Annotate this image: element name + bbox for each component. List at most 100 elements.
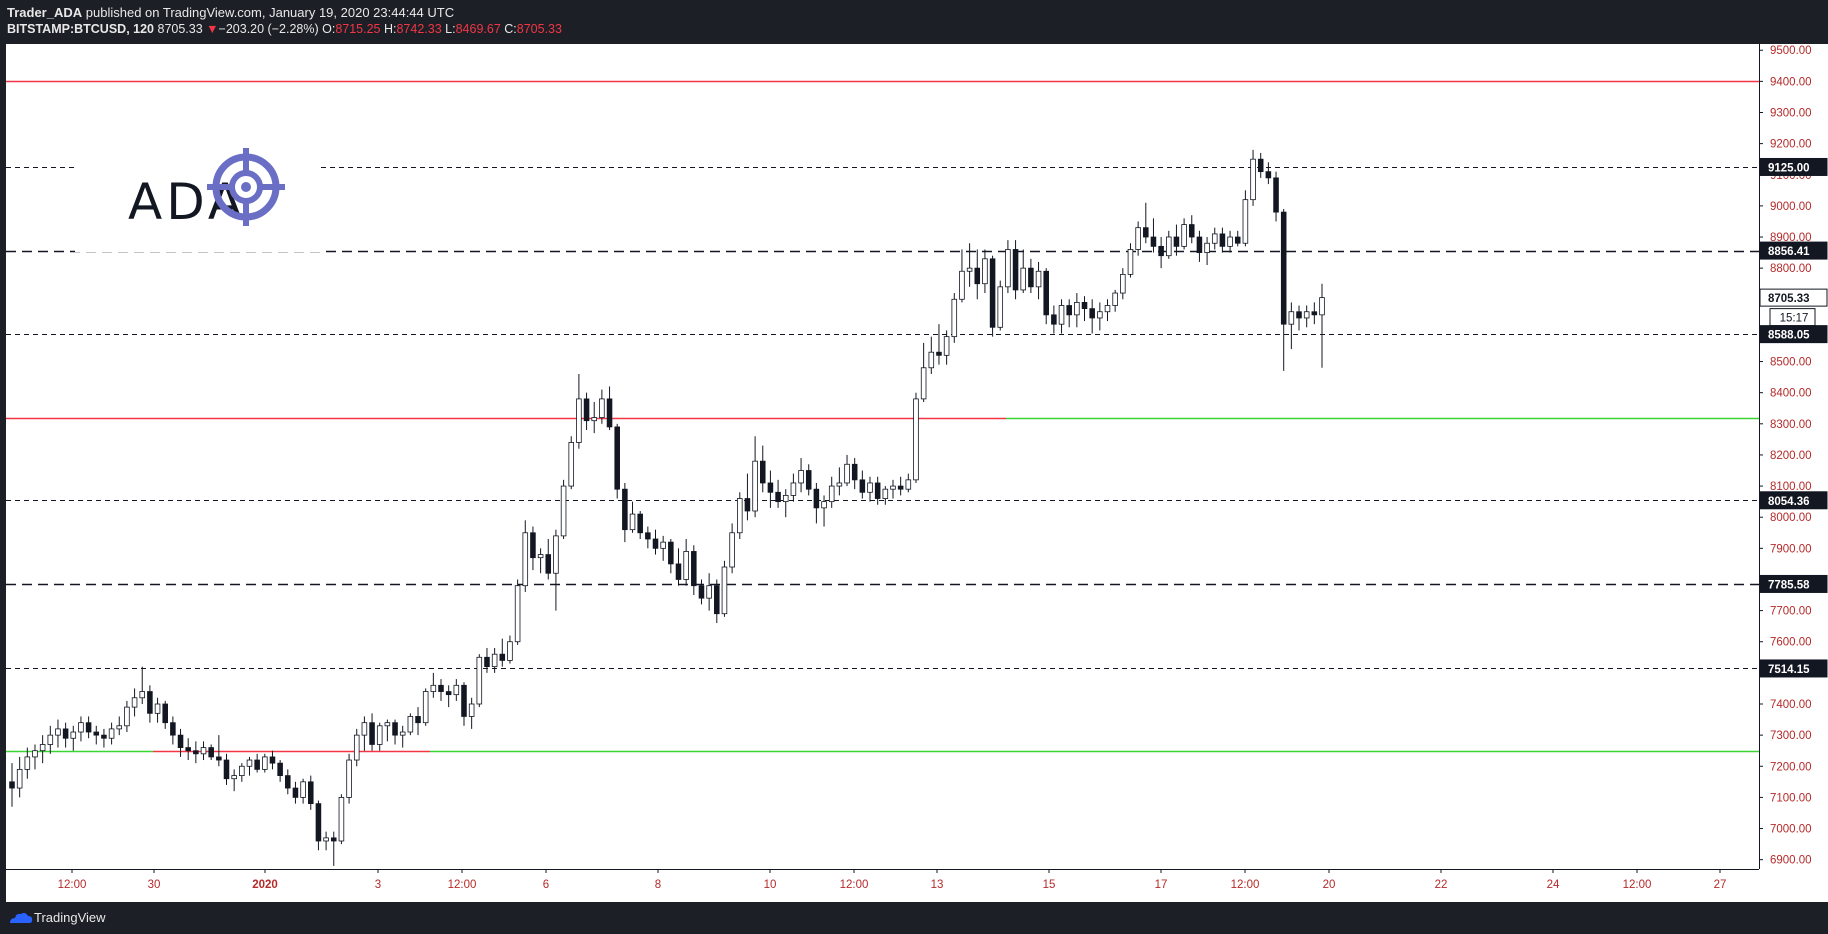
time-tick-label: 15 (1043, 879, 1056, 891)
candle-up (966, 267, 973, 272)
candle-down (162, 703, 168, 724)
candle-down (1143, 227, 1149, 238)
candle-up (568, 442, 575, 487)
time-axis-edge (0, 869, 6, 902)
candle-down (438, 684, 444, 692)
candle-up (821, 501, 827, 509)
watermark-background (75, 148, 321, 252)
candle-down (1196, 236, 1203, 253)
price-tick-label: 7600.00 (1770, 637, 1812, 649)
candle-up (890, 485, 896, 490)
candle-down (775, 491, 781, 503)
candle-up (338, 796, 345, 842)
candle-down (85, 722, 92, 733)
price-axis[interactable]: 6900.00 7000.00 7100.00 7200.00 7300.00 7400.… (1759, 44, 1828, 902)
candle-down (1150, 236, 1157, 247)
change-value: −203.20 (−2.28%) (218, 22, 319, 36)
candle-down (767, 482, 774, 493)
candle-down (9, 781, 15, 789)
candle-down (545, 554, 552, 574)
level-price-label: 7514.15 (1768, 664, 1810, 676)
candle-down (759, 460, 766, 484)
candle-up (997, 286, 1004, 328)
time-tick-label: 12:00 (1623, 879, 1652, 891)
candle-up (943, 336, 950, 356)
candle-down (1311, 311, 1318, 316)
candle-down (177, 734, 184, 748)
candlestick-chart[interactable]: 6900.00 7000.00 7100.00 7200.00 7300.00 7400.… (0, 44, 1828, 902)
price-tick-label: 9500.00 (1770, 45, 1812, 57)
candle-up (959, 270, 965, 300)
candle-down (392, 722, 398, 736)
candle-down (369, 722, 375, 745)
level-price-label-box (1759, 325, 1828, 344)
candle-up (928, 351, 935, 369)
candle-up (1288, 311, 1295, 325)
candle-up (782, 495, 789, 503)
chart-area[interactable]: 6900.00 7000.00 7100.00 7200.00 7300.00 7400.… (0, 44, 1828, 902)
candle-down (989, 258, 996, 328)
watermark-text: ADA (128, 173, 246, 231)
candle-down (813, 488, 820, 509)
candle-down (1089, 308, 1095, 319)
high-value: 8742.33 (396, 22, 442, 36)
candle-down (851, 463, 858, 481)
candle-up (1120, 273, 1126, 294)
candle-down (1081, 301, 1088, 310)
candle-down (307, 781, 314, 805)
time-tick-label: 24 (1547, 879, 1560, 891)
candle-up (353, 734, 360, 761)
candle-up (1035, 270, 1042, 288)
candle-up (790, 482, 797, 496)
axis-corner (1759, 869, 1828, 902)
last-price-label: 8705.33 (1768, 293, 1810, 305)
candle-up (951, 298, 958, 338)
candle-up (905, 479, 912, 490)
candle-up (1097, 311, 1103, 319)
candle-down (101, 734, 107, 739)
candle-up (239, 765, 245, 777)
tradingview-brand[interactable]: TradingView (34, 910, 106, 925)
candle-up (576, 398, 582, 443)
candle-up (131, 697, 138, 708)
candle-down (193, 750, 199, 755)
candle-down (415, 716, 421, 724)
change-arrow-icon: ▼ (206, 22, 219, 36)
candle-down (614, 426, 620, 490)
candle-up (1303, 311, 1310, 319)
candle-up (491, 653, 498, 668)
price-tick-label: 7300.00 (1770, 730, 1812, 742)
candle-up (629, 513, 636, 531)
candle-up (514, 585, 521, 643)
candle-up (346, 759, 352, 798)
price-tick-label: 7200.00 (1770, 761, 1812, 773)
level-price-label: 8588.05 (1768, 330, 1810, 342)
author-name[interactable]: Trader_ADA (7, 5, 83, 20)
candle-down (936, 351, 942, 356)
time-tick-label: 12:00 (58, 879, 87, 891)
candle-up (70, 731, 77, 739)
level-price-label: 9125.00 (1768, 162, 1810, 174)
price-tick-label: 6900.00 (1770, 855, 1812, 867)
candle-down (974, 267, 981, 285)
time-tick-label: 6 (543, 879, 549, 891)
symbol-label[interactable]: BITSTAMP:BTCUSD, 120 (7, 22, 155, 36)
publication-line: Trader_ADA published on TradingView.com,… (7, 5, 454, 20)
candle-up (920, 367, 927, 400)
last-price-label-box (1759, 288, 1828, 307)
candle-up (752, 460, 758, 512)
candle-down (1188, 224, 1195, 238)
time-axis[interactable]: 12:00 30 2020 3 12:00 6 8 10 12:00 13 15 17 12:00 20 2… (0, 869, 1828, 902)
candle-up (1074, 301, 1080, 316)
candle-up (200, 747, 207, 755)
tradingview-cloud-icon[interactable] (8, 910, 34, 926)
candle-up (430, 684, 437, 692)
price-tick-label: 8000.00 (1770, 512, 1812, 524)
candle-down (254, 759, 260, 770)
price-tick-label: 9200.00 (1770, 139, 1812, 151)
price-tick-label: 8500.00 (1770, 357, 1812, 369)
candle-up (599, 398, 605, 418)
candle-down (583, 398, 590, 422)
level-price-label-box (1759, 659, 1828, 678)
candle-up (246, 759, 253, 767)
